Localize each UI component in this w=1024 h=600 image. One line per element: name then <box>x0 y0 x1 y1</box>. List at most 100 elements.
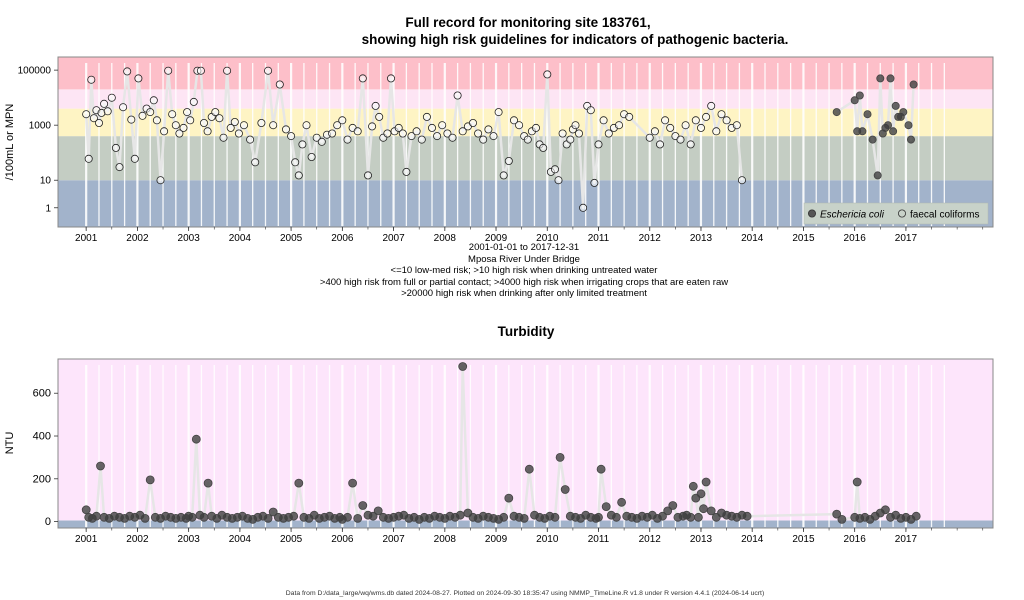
guideline-band-0 <box>58 520 993 528</box>
data-point <box>269 121 278 130</box>
data-point <box>100 99 109 108</box>
data-point <box>738 176 747 185</box>
data-point <box>697 123 706 132</box>
legend-fc-label: faecal coliforms <box>910 210 979 221</box>
data-point <box>348 478 358 488</box>
data-point <box>863 110 872 119</box>
legend-ecoli-label: Eschericia coli <box>820 210 885 221</box>
x-tick-label: 2012 <box>639 233 662 244</box>
turbidity-plot: 2001 2002 2003 2004 2005 2006 2007 2008 2009 2010… <box>4 358 994 545</box>
x-tick-label: 2016 <box>844 233 867 244</box>
caption-guideline-3: >20000 high risk when drinking after onl… <box>401 288 647 299</box>
data-point <box>187 512 197 522</box>
data-point <box>294 478 304 488</box>
data-point <box>596 464 606 474</box>
data-point <box>551 165 560 174</box>
data-point <box>575 129 584 138</box>
data-point <box>499 512 509 522</box>
data-point <box>368 122 377 131</box>
data-point <box>375 112 384 121</box>
data-point <box>909 80 918 89</box>
data-point <box>658 511 667 521</box>
data-point <box>368 511 378 521</box>
caption-guideline-1: <=10 low-med risk; >10 high risk when dr… <box>391 265 658 276</box>
data-point <box>712 127 721 136</box>
data-point <box>661 116 670 125</box>
data-point <box>146 108 155 117</box>
data-point <box>543 70 552 79</box>
data-point <box>289 511 299 521</box>
x-tick-label: 2003 <box>178 534 201 545</box>
data-point <box>127 115 136 124</box>
data-point <box>402 167 411 176</box>
data-point <box>668 501 678 510</box>
x-tick-label: 2008 <box>434 534 457 545</box>
turbidity-title: Turbidity <box>498 324 555 339</box>
data-point <box>907 135 916 144</box>
data-point <box>722 116 731 125</box>
data-point <box>211 108 220 117</box>
data-point <box>234 129 243 138</box>
data-point <box>615 121 624 130</box>
turbidity-gridlines <box>85 365 945 527</box>
turbidity-points <box>81 362 921 524</box>
data-point <box>889 127 898 136</box>
legend-fc-marker <box>898 209 907 218</box>
data-point <box>373 506 383 516</box>
data-point <box>594 140 603 149</box>
x-axis: 2001 2002 2003 2004 2005 2006 2007 2008 2009 2010… <box>75 227 984 244</box>
data-point <box>601 502 611 512</box>
data-point <box>554 176 563 185</box>
data-point <box>455 510 465 520</box>
data-point <box>594 512 603 522</box>
turbidity-y-label: NTU <box>4 432 16 455</box>
data-point <box>119 103 128 112</box>
data-point <box>663 506 673 516</box>
x-tick-label: 2006 <box>331 534 354 545</box>
data-point <box>239 121 248 130</box>
chart-title-line1: Full record for monitoring site 183761, <box>405 15 650 30</box>
data-point <box>858 127 867 136</box>
data-point <box>433 132 442 141</box>
data-point <box>145 475 155 485</box>
data-point <box>343 135 352 144</box>
data-point <box>881 505 890 515</box>
x-tick-label: 2007 <box>382 233 405 244</box>
x-tick-label: 2012 <box>639 534 662 545</box>
data-point <box>84 154 93 163</box>
x-tick-label: 2013 <box>690 534 713 545</box>
data-point <box>515 121 524 130</box>
data-point <box>681 121 690 130</box>
data-point <box>886 74 895 83</box>
data-point <box>223 66 232 75</box>
data-point <box>103 107 112 116</box>
data-point <box>358 501 368 510</box>
x-tick-label: 2002 <box>126 534 149 545</box>
data-point <box>246 135 255 144</box>
data-point <box>328 129 337 138</box>
data-point <box>107 93 116 102</box>
x-tick-label: 2006 <box>331 233 354 244</box>
data-point <box>394 123 403 132</box>
data-point <box>579 203 588 212</box>
data-point <box>156 176 165 185</box>
data-point <box>453 91 462 100</box>
x-tick-label: 2017 <box>895 233 918 244</box>
data-point <box>558 129 567 138</box>
data-point <box>484 125 493 134</box>
chart-title-line2: showing high risk guidelines for indicat… <box>362 32 789 47</box>
data-point <box>140 514 150 523</box>
data-point <box>168 110 177 119</box>
data-point <box>696 489 706 499</box>
data-point <box>287 132 296 141</box>
data-point <box>422 112 431 121</box>
data-point <box>312 133 321 142</box>
y-tick-label: 1 <box>45 203 51 214</box>
data-point <box>701 477 711 487</box>
x-tick-label: 2007 <box>382 534 405 545</box>
data-point <box>458 127 467 136</box>
data-point <box>111 143 120 152</box>
bacteria-plot: 2001 2002 2003 2004 2005 2006 2007 2008 2009 2010… <box>4 56 994 244</box>
data-point <box>87 75 96 84</box>
